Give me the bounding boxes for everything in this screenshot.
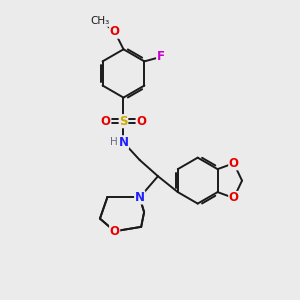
Text: O: O — [229, 157, 239, 170]
Text: N: N — [118, 136, 128, 149]
Text: O: O — [229, 191, 239, 205]
Text: CH₃: CH₃ — [90, 16, 110, 26]
Text: N: N — [135, 191, 145, 204]
Text: S: S — [119, 115, 128, 128]
Text: O: O — [110, 25, 120, 38]
Text: H: H — [110, 137, 118, 147]
Text: F: F — [157, 50, 165, 64]
Text: O: O — [110, 225, 120, 238]
Text: O: O — [136, 115, 146, 128]
Text: O: O — [101, 115, 111, 128]
